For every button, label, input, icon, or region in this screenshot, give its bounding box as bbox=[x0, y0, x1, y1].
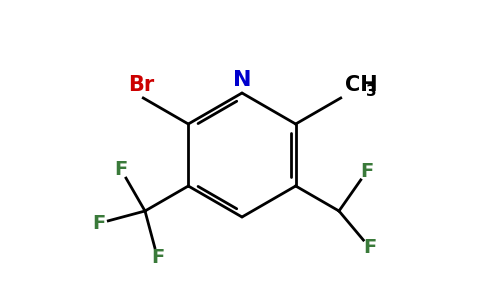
Text: F: F bbox=[363, 238, 377, 257]
Text: F: F bbox=[360, 162, 373, 181]
Text: F: F bbox=[114, 160, 128, 179]
Text: F: F bbox=[92, 214, 105, 233]
Text: N: N bbox=[233, 70, 251, 90]
Text: CH: CH bbox=[345, 75, 378, 95]
Text: Br: Br bbox=[128, 75, 154, 95]
Text: 3: 3 bbox=[366, 84, 377, 99]
Text: F: F bbox=[151, 248, 164, 267]
